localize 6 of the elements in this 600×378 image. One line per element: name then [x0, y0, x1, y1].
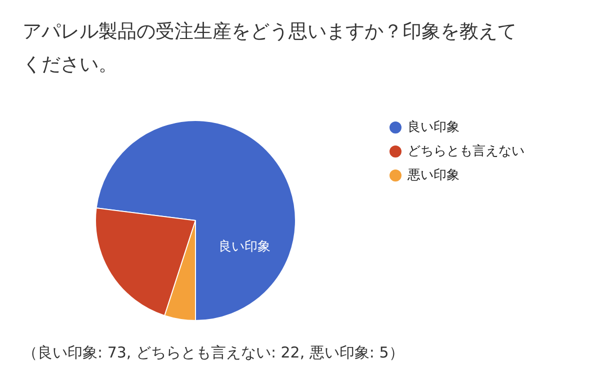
- chart-title: アパレル製品の受注生産をどう思いますか？印象を教えてください。: [22, 20, 516, 76]
- text: （良い印象: 73, どちらとも言えない: 22, 悪い印象: 5）: [22, 344, 404, 362]
- legend-label: 悪い印象: [406, 168, 460, 183]
- legend-label: 良い印象: [408, 120, 460, 135]
- legend-label: どちらとも言えない: [408, 143, 524, 159]
- data-label: 良い印象: [218, 240, 271, 255]
